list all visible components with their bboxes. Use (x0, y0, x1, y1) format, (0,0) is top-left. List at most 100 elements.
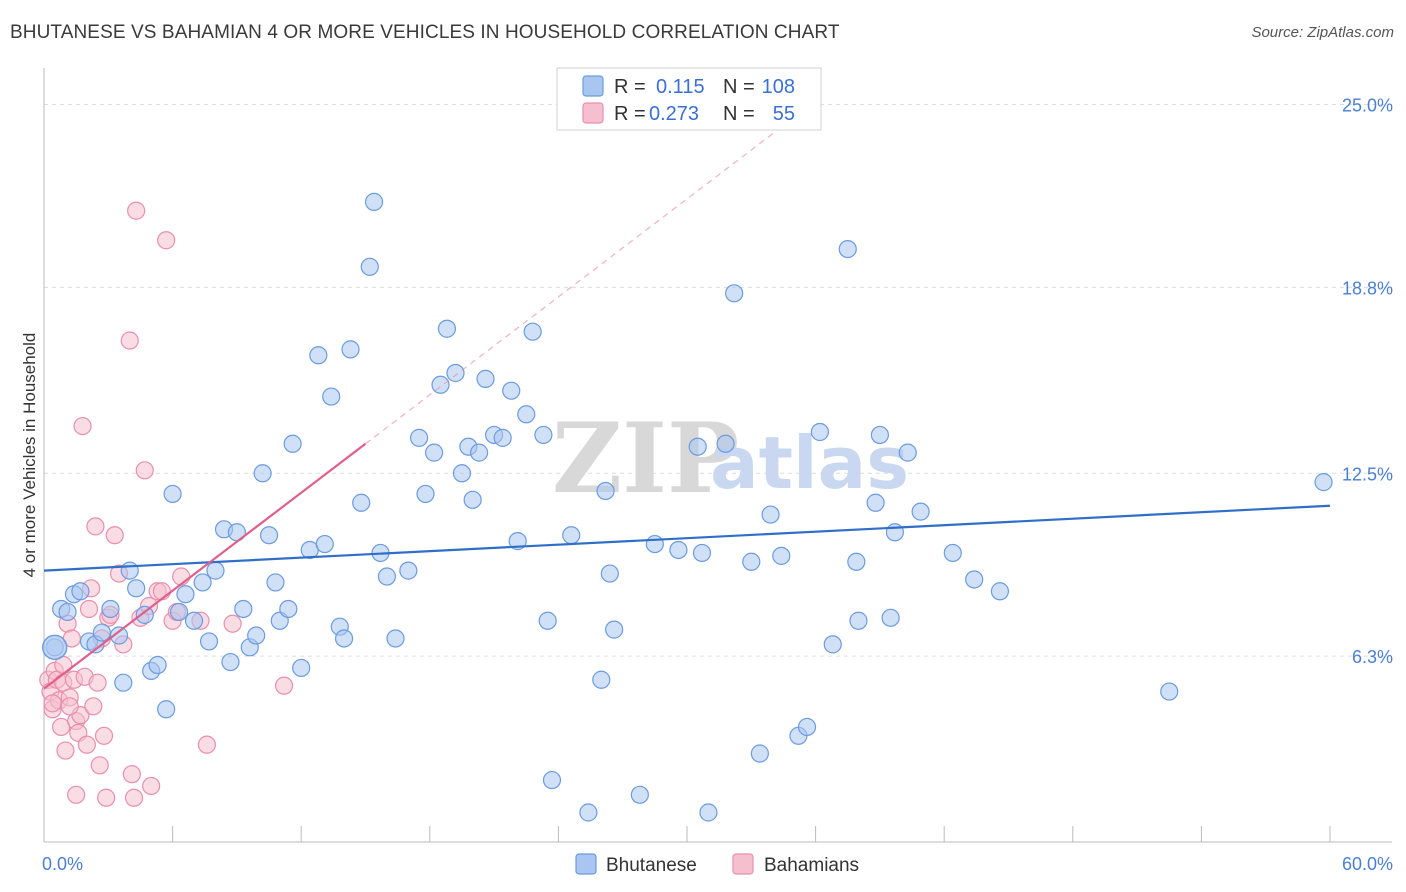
bahamians-point-20 (79, 599, 99, 619)
legend-swatch-blue (582, 75, 604, 97)
bhutanese-point-43 (341, 340, 360, 359)
bhutanese-point-92 (838, 239, 857, 259)
bhutanese-point-32 (266, 573, 285, 592)
bhutanese-point-75 (600, 564, 619, 583)
trend-lines (43, 104, 1331, 690)
bhutanese-point-97 (881, 608, 900, 627)
y-tick-label-0: 6.3% (1352, 647, 1393, 667)
bhutanese-point-12 (127, 579, 146, 598)
bhutanese-point-34 (279, 599, 298, 619)
bhutanese-point-76 (605, 620, 624, 639)
bhutanese-point-45 (360, 257, 379, 276)
bhutanese-point-82 (699, 803, 718, 822)
bhutanese-point-18 (169, 602, 189, 622)
bahamians-point-37 (127, 201, 146, 220)
bhutanese-point-84 (742, 552, 761, 571)
legend-n-value-2: 55 (773, 103, 795, 125)
bahamians-point-23 (86, 517, 105, 536)
legend-n-value-1: 108 (762, 76, 795, 98)
bhutanese-point-83 (716, 434, 735, 453)
bahamians-trend-extension (365, 104, 812, 445)
y-tick-label-3: 25.0% (1342, 96, 1393, 116)
bottom-legend-bhutanese: Bhutanese (606, 855, 697, 876)
bhutanese-point-72 (579, 803, 598, 822)
bhutanese-point-20 (184, 611, 204, 630)
bhutanese-point-91 (823, 635, 842, 654)
bahamians-point-51 (274, 676, 294, 695)
bottom-legend-swatch-pink (732, 853, 754, 875)
bhutanese-point-67 (523, 322, 542, 341)
bhutanese-point-15 (148, 655, 167, 675)
bhutanese-point-61 (476, 369, 495, 388)
bhutanese-point-44 (352, 493, 371, 512)
bhutanese-point-90 (810, 422, 829, 442)
bhutanese-point-25 (221, 652, 240, 672)
bhutanese-point-102 (943, 543, 962, 563)
bahamians-point-41 (142, 776, 161, 796)
bahamians-point-27 (94, 726, 114, 745)
bahamians-point-35 (122, 765, 141, 784)
chart-title: BHUTANESE VS BAHAMIAN 4 OR MORE VEHICLES… (10, 22, 840, 43)
y-tick-labels: 6.3% 12.5% 18.8% 25.0% (1342, 96, 1393, 668)
bhutanese-point-30 (253, 464, 272, 483)
bhutanese-point-66 (517, 405, 536, 424)
bhutanese-trend-line (43, 504, 1331, 572)
bhutanese-point-10 (114, 673, 133, 692)
bahamians-point-24 (88, 673, 107, 692)
y-tick-label-2: 18.8% (1342, 278, 1393, 298)
bhutanese-point-11 (120, 561, 139, 580)
x-tick-label-1: 60.0% (1342, 854, 1393, 874)
bhutanese-point-104 (990, 582, 1010, 601)
bahamians-point-22 (84, 697, 103, 716)
bhutanese-point-70 (542, 770, 562, 790)
bottom-legend-swatch-blue (575, 853, 597, 875)
bhutanese-point-48 (377, 567, 397, 586)
bahamians-point-19 (77, 735, 96, 754)
bhutanese-point-31 (259, 526, 279, 545)
bhutanese-point-68 (534, 425, 553, 445)
y-axis-title: 4 or more Vehicles in Household (20, 333, 39, 578)
bhutanese-point-54 (431, 375, 450, 394)
bhutanese-point-71 (562, 526, 581, 545)
bhutanese-point-65 (508, 532, 527, 551)
bhutanese-point-103 (965, 570, 984, 589)
bhutanese-point-42 (334, 629, 354, 648)
watermark-zip: ZIP (552, 402, 739, 515)
legend-n-label-2: N = (723, 103, 755, 125)
bahamians-point-31 (105, 526, 124, 545)
bhutanese-point-2 (58, 602, 77, 622)
bhutanese-point-80 (688, 437, 707, 456)
bhutanese-point-105 (1160, 682, 1179, 701)
bhutanese-point-27 (234, 599, 253, 619)
bhutanese-point-21 (193, 573, 212, 592)
bhutanese-point-85 (750, 744, 769, 763)
bhutanese-point-89 (797, 717, 817, 737)
bhutanese-point-64 (502, 381, 521, 400)
bhutanese-point-50 (399, 561, 418, 580)
bhutanese-large-point (42, 634, 68, 661)
bhutanese-point-81 (692, 543, 712, 563)
bhutanese-point-17 (163, 484, 182, 504)
grid-lines (44, 104, 1392, 657)
bhutanese-point-29 (247, 626, 266, 645)
bhutanese-point-57 (452, 464, 472, 483)
bhutanese-point-40 (322, 387, 341, 406)
bhutanese-point-99 (898, 443, 917, 462)
bhutanese-point-96 (870, 425, 890, 445)
correlation-legend: R = 0.115 N = 108 R = 0.273 N = 55 (556, 67, 822, 131)
legend-r-label-2: R = (614, 103, 646, 125)
bhutanese-point-9 (109, 626, 129, 645)
bhutanese-point-7 (92, 623, 111, 642)
bahamians-point-39 (135, 461, 154, 480)
legend-n-label-1: N = (723, 76, 755, 98)
bhutanese-point-52 (416, 484, 435, 504)
bahamians-point-8 (56, 741, 75, 760)
bahamians-point-47 (172, 567, 191, 586)
bhutanese-point-95 (866, 493, 885, 512)
bahamians-trend-line (43, 442, 367, 690)
bhutanese-point-8 (101, 599, 120, 619)
bhutanese-point-78 (645, 534, 664, 554)
bhutanese-point-23 (206, 561, 225, 580)
bhutanese-point-77 (630, 785, 649, 804)
